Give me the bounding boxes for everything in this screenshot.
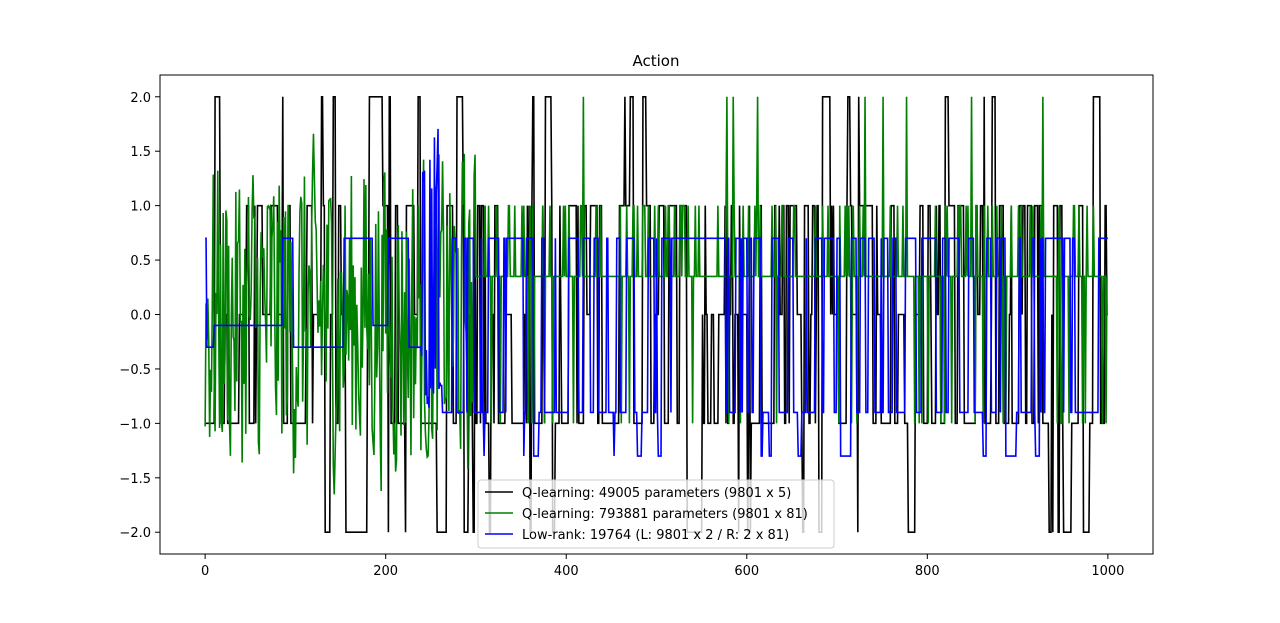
legend-label-low-rank: Low-rank: 19764 (L: 9801 x 2 / R: 2 x 81… xyxy=(522,528,789,543)
y-tick-label: 0.5 xyxy=(130,254,151,269)
y-tick-label: −0.5 xyxy=(119,363,151,378)
legend-label-qlearning-large: Q-learning: 793881 parameters (9801 x 81… xyxy=(522,507,808,522)
x-tick-label: 800 xyxy=(915,564,940,579)
legend: Q-learning: 49005 parameters (9801 x 5) … xyxy=(477,479,835,549)
y-tick-label: −1.0 xyxy=(119,417,151,432)
x-tick-label: 200 xyxy=(373,564,398,579)
x-tick-label: 0 xyxy=(201,564,209,579)
y-tick-label: −2.0 xyxy=(119,526,151,541)
series-layer xyxy=(204,95,1108,534)
series-line-low-rank xyxy=(205,128,1108,457)
legend-box xyxy=(477,479,835,549)
legend-label-qlearning-small: Q-learning: 49005 parameters (9801 x 5) xyxy=(522,486,791,501)
x-tick-label: 600 xyxy=(734,564,759,579)
y-tick-label: 2.0 xyxy=(130,91,151,106)
y-axis: −2.0 −1.5 −1.0 −0.5 0.0 0.5 1.0 1.5 2.0 xyxy=(119,91,160,541)
y-tick-label: 1.5 xyxy=(130,145,151,160)
chart-title: Action xyxy=(633,52,680,70)
x-tick-label: 400 xyxy=(554,564,579,579)
y-tick-label: −1.5 xyxy=(119,472,151,487)
x-tick-label: 1000 xyxy=(1091,564,1124,579)
y-tick-label: 0.0 xyxy=(130,309,151,324)
x-axis: 0 200 400 600 800 1000 xyxy=(201,554,1124,579)
plot-area xyxy=(159,74,1154,555)
y-tick-label: 1.0 xyxy=(130,200,151,215)
